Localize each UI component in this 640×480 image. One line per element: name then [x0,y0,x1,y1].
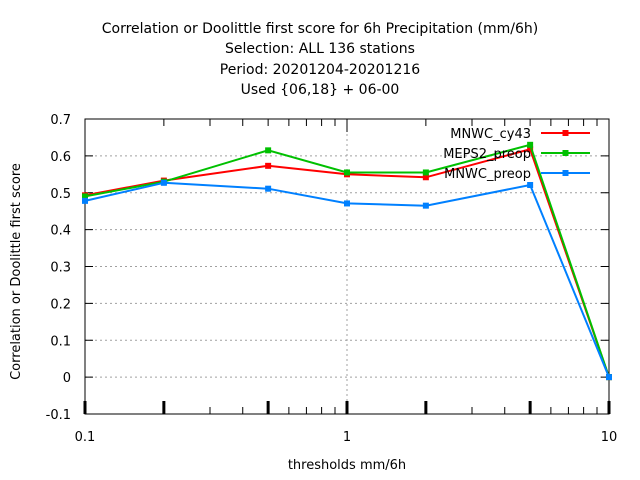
legend-marker [562,170,569,176]
y-tick-labels: -0.1 0 0.1 0.2 0.3 0.4 0.5 0.6 0.7 [46,113,71,423]
data-point [160,179,167,186]
x-tick-label: 1 [343,430,351,445]
data-point [265,147,272,154]
x-tick-label: 10 [601,430,618,445]
data-point [265,162,272,169]
y-tick-label: 0.1 [50,334,71,349]
chart-title-line-3: Period: 20201204-20201216 [219,62,421,78]
legend-label: MNWC_cy43 [450,127,531,142]
axis-ticks [83,118,611,415]
chart-title-line-4: Used {06,18} + 06-00 [240,82,400,98]
chart-title-line-1: Correlation or Doolittle first score for… [101,21,539,37]
data-point [422,174,429,181]
legend-label: MNWC_preop [444,167,531,182]
y-axis-label: Correlation or Doolittle first score [9,163,24,380]
x-axis-label: thresholds mm/6h [288,458,406,473]
series-MNWC_preop [82,179,612,381]
data-point [422,202,429,209]
data-point [527,141,534,148]
y-tick-label: 0.4 [50,224,71,239]
legend-label: MEPS2_preop [443,147,531,162]
y-tick-label: -0.1 [46,408,71,423]
y-tick-label: 0.7 [50,113,71,128]
y-tick-label: 0 [63,371,71,386]
y-tick-label: 0.2 [50,297,71,312]
series-layer [82,141,612,381]
data-point [422,169,429,176]
y-tick-label: 0.6 [50,150,71,165]
legend: MNWC_cy43 MEPS2_preop MNWC_preop [443,127,590,182]
data-point [82,193,88,200]
data-point [606,374,612,381]
data-point [265,185,272,192]
data-point [527,182,534,189]
data-point [344,200,350,207]
chart-title-line-2: Selection: ALL 136 stations [225,41,415,57]
y-tick-label: 0.5 [50,187,71,202]
legend-marker [562,130,569,136]
grid-lines [85,119,609,414]
data-point [527,146,534,153]
y-tick-label: 0.3 [50,261,71,276]
data-point [82,197,88,204]
data-point [344,169,350,176]
x-tick-labels: 0.1 1 10 [75,430,618,445]
legend-marker [562,150,569,156]
x-tick-label: 0.1 [75,430,96,445]
